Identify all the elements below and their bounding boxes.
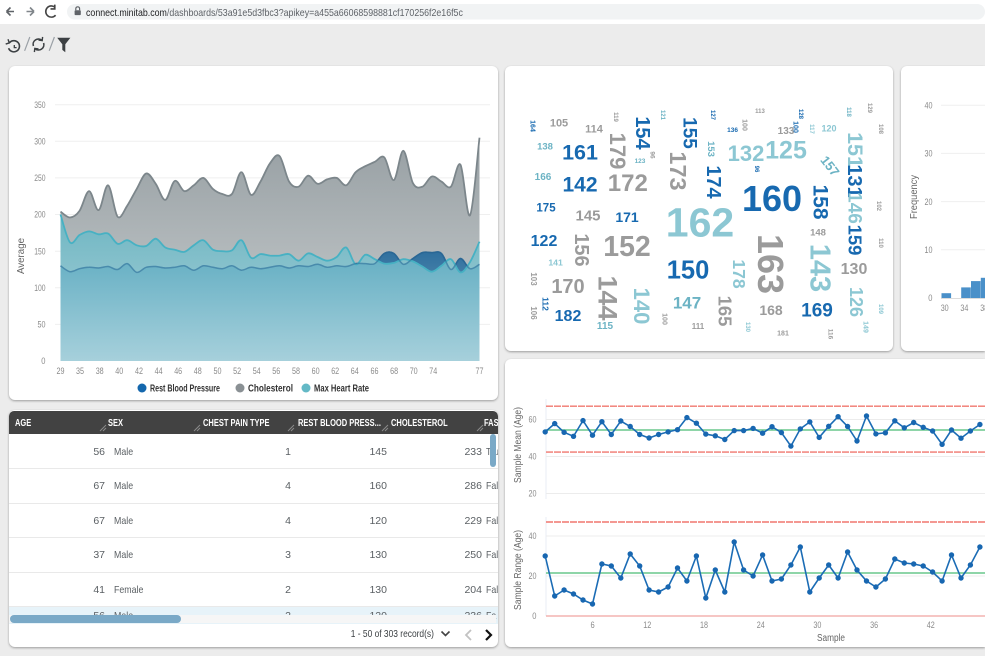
- svg-text:44: 44: [155, 366, 163, 377]
- svg-text:300: 300: [34, 137, 45, 148]
- svg-text:42: 42: [135, 366, 143, 377]
- svg-text:Sample Mean (Age): Sample Mean (Age): [513, 407, 524, 483]
- svg-text:62: 62: [331, 366, 339, 377]
- svg-text:50: 50: [214, 366, 222, 377]
- svg-text:Average: Average: [16, 238, 27, 274]
- svg-text:68: 68: [390, 366, 398, 377]
- svg-text:0: 0: [532, 611, 536, 622]
- svg-text:66: 66: [371, 366, 379, 377]
- svg-text:10: 10: [925, 245, 933, 256]
- svg-text:Max Heart Rate: Max Heart Rate: [314, 383, 369, 395]
- svg-text:200: 200: [34, 210, 45, 221]
- svg-text:29: 29: [57, 366, 65, 377]
- svg-text:58: 58: [292, 366, 300, 377]
- svg-text:30: 30: [925, 149, 933, 160]
- svg-text:250: 250: [34, 173, 45, 184]
- svg-text:34: 34: [960, 303, 968, 314]
- svg-text:40: 40: [925, 100, 933, 111]
- svg-text:30: 30: [941, 303, 949, 314]
- svg-text:12: 12: [643, 620, 651, 631]
- svg-text:60: 60: [529, 415, 537, 426]
- svg-text:0: 0: [928, 293, 932, 304]
- svg-text:18: 18: [700, 620, 708, 631]
- svg-text:36: 36: [870, 620, 878, 631]
- svg-text:40: 40: [529, 531, 537, 542]
- svg-text:74: 74: [429, 366, 437, 377]
- svg-text:54: 54: [253, 366, 261, 377]
- svg-text:Sample: Sample: [817, 633, 845, 644]
- svg-text:60: 60: [312, 366, 320, 377]
- svg-text:48: 48: [194, 366, 202, 377]
- svg-text:20: 20: [529, 571, 537, 582]
- svg-text:52: 52: [233, 366, 241, 377]
- svg-text:42: 42: [927, 620, 935, 631]
- svg-text:Cholesterol: Cholesterol: [248, 383, 293, 395]
- svg-text:35: 35: [76, 366, 84, 377]
- svg-text:70: 70: [410, 366, 418, 377]
- svg-text:38: 38: [980, 303, 985, 314]
- svg-text:Sample Range (Age): Sample Range (Age): [513, 530, 524, 610]
- svg-text:24: 24: [757, 620, 765, 631]
- svg-text:56: 56: [272, 366, 280, 377]
- svg-text:6: 6: [591, 620, 595, 631]
- svg-text:64: 64: [351, 366, 359, 377]
- svg-text:40: 40: [529, 452, 537, 463]
- svg-text:38: 38: [96, 366, 104, 377]
- svg-text:100: 100: [34, 283, 45, 294]
- svg-text:Frequency: Frequency: [909, 175, 920, 219]
- svg-text:Rest Blood Pressure: Rest Blood Pressure: [150, 383, 220, 395]
- svg-text:46: 46: [174, 366, 182, 377]
- svg-text:30: 30: [813, 620, 821, 631]
- svg-text:20: 20: [925, 197, 933, 208]
- svg-text:20: 20: [529, 489, 537, 500]
- svg-text:350: 350: [34, 100, 45, 111]
- svg-text:77: 77: [476, 366, 484, 377]
- svg-text:40: 40: [115, 366, 123, 377]
- svg-text:0: 0: [41, 356, 45, 367]
- svg-text:150: 150: [34, 246, 45, 257]
- svg-text:50: 50: [38, 320, 46, 331]
